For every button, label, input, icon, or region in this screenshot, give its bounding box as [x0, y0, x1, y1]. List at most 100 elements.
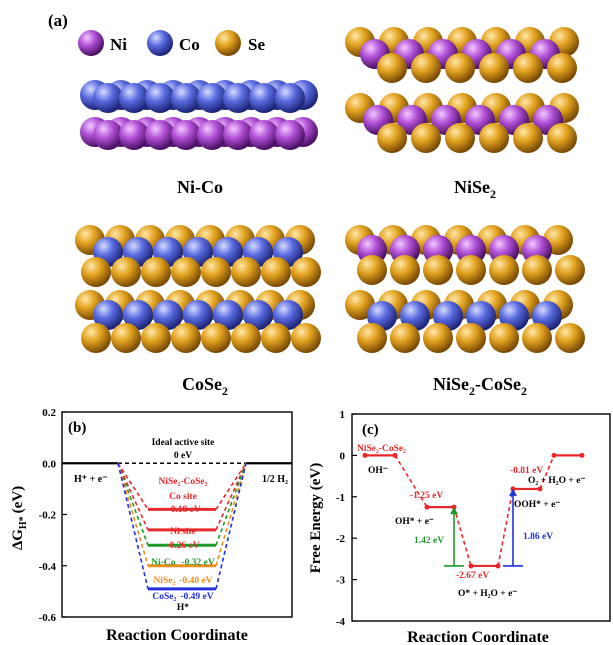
panel-b-annotations: NiSe₂-CoSe₂ Co site −0.18 eV Ni site -0.… — [151, 477, 215, 602]
se-atom — [377, 53, 407, 83]
panel-b-end-label: 1/2 H₂ — [262, 474, 288, 485]
annot-co-site-value: −0.18 eV — [165, 505, 201, 515]
annot-co-site: Co site — [169, 492, 197, 502]
y-tick-label: 0 — [340, 450, 346, 462]
structure-cose2 — [75, 225, 321, 353]
se-atom — [411, 53, 441, 83]
series-left-connector — [117, 462, 149, 510]
y-tick-label: 0.2 — [42, 407, 56, 419]
co-atom — [93, 83, 123, 113]
se-atom — [377, 123, 407, 153]
panel-b-mid-label: H* — [177, 603, 189, 613]
se-atom — [522, 323, 552, 353]
co-atom — [145, 83, 175, 113]
panel-c-y-ticks: 1 0 -1 -2 -3 -4 — [336, 409, 357, 628]
y-tick-label: -2 — [336, 533, 346, 545]
annot-nise2: NiSe₂ -0.40 eV — [153, 576, 212, 586]
se-atom — [445, 53, 475, 83]
step-marker — [579, 452, 585, 458]
y-tick-label: -3 — [336, 575, 346, 587]
ni-atom — [249, 120, 279, 150]
energy-label-oh-star: -1.25 eV — [410, 491, 443, 501]
step-connector — [453, 506, 472, 567]
series-0 — [117, 462, 247, 511]
legend-co-label: Co — [179, 35, 200, 54]
series-4 — [117, 463, 247, 591]
se-atom — [111, 257, 141, 287]
panel-c-label: (c) — [362, 422, 379, 438]
se-atom — [555, 323, 585, 353]
ni-atom — [197, 120, 227, 150]
series-1 — [117, 462, 247, 532]
panel-b-y-ticks: 0.2 0.0 -0.2 -0.4 -0.6 — [39, 407, 67, 624]
se-atom — [171, 257, 201, 287]
y-tick-label: -1 — [336, 492, 345, 504]
se-atom — [291, 323, 321, 353]
se-atom — [445, 123, 475, 153]
se-atom — [291, 257, 321, 287]
co-atom — [223, 83, 253, 113]
panel-b-x-axis-label: Reaction Coordinate — [106, 627, 248, 644]
barrier-arrow-1 — [444, 507, 464, 567]
co-atom — [273, 300, 303, 330]
series-right-connector — [215, 463, 247, 589]
structure-title-nise2-cose2: NiSe2-CoSe2 — [433, 374, 527, 398]
series-2 — [117, 462, 247, 547]
barrier-arrowhead — [509, 488, 517, 496]
co-atom — [213, 300, 243, 330]
se-atom — [489, 255, 519, 285]
panel-a-structures: (a) Ni Co Se Ni-Co NiSe2 CoSe2 NiSe2-CoS… — [48, 11, 585, 398]
panel-b-label: (b) — [68, 420, 86, 436]
series-left-connector — [117, 462, 149, 546]
panel-b-start-label: H⁺ + e⁻ — [74, 474, 107, 485]
panel-c-annotations: NiSe₂-CoSe₂ OH⁻ OH* + e⁻ O* + H₂O + e⁻ O… — [357, 444, 585, 599]
ni-atom — [119, 120, 149, 150]
step-marker — [424, 504, 430, 510]
co-atom — [123, 300, 153, 330]
co-atom — [197, 83, 227, 113]
panel-b-ideal-label: Ideal active site — [152, 438, 215, 448]
co-atom — [243, 300, 273, 330]
series-3 — [117, 463, 247, 568]
annot-ni-site: Ni site — [170, 527, 196, 537]
co-atom — [119, 83, 149, 113]
legend-se-swatch — [215, 30, 241, 56]
legend-ni-swatch — [78, 30, 104, 56]
y-tick-label: 0.0 — [42, 458, 56, 470]
step-marker — [468, 563, 474, 569]
legend-co-swatch — [147, 30, 173, 56]
legend: Ni Co Se — [78, 30, 265, 56]
panel-c-series — [362, 452, 585, 569]
panel-b-chart: 0.2 0.0 -0.2 -0.4 -0.6 (b) ΔGH*(eV) Reaction… — [10, 407, 293, 644]
se-atom — [171, 323, 201, 353]
se-atom — [231, 257, 261, 287]
co-atom — [171, 83, 201, 113]
se-atom — [81, 323, 111, 353]
structure-title-nise2: NiSe2 — [454, 177, 496, 201]
ni-atom — [145, 120, 175, 150]
series-right-connector — [215, 463, 247, 566]
ni-atom — [171, 120, 201, 150]
series-left-connector — [117, 463, 149, 589]
energy-label-ooh-star: -0.81 eV — [510, 466, 543, 476]
step-connector — [497, 488, 514, 567]
barrier-label-2: 1.86 eV — [523, 532, 553, 542]
step-marker — [362, 452, 368, 458]
se-atom — [261, 323, 291, 353]
se-atom — [547, 53, 577, 83]
step-label-oh: OH⁻ — [368, 466, 388, 476]
energy-label-o-star: -2.67 eV — [456, 571, 489, 581]
ni-atom — [223, 120, 253, 150]
panel-b-series — [62, 462, 292, 591]
se-atom — [423, 323, 453, 353]
se-atom — [555, 255, 585, 285]
step-label-o2: O₂ + H₂O + e⁻ — [528, 476, 585, 486]
step-label-o-star: O* + H₂O + e⁻ — [458, 589, 517, 599]
se-atom — [357, 323, 387, 353]
ni-atom — [275, 120, 305, 150]
se-atom — [489, 323, 519, 353]
y-tick-label: 1 — [340, 409, 346, 421]
step-marker — [451, 504, 457, 510]
series-left-connector — [117, 463, 149, 566]
se-atom — [390, 323, 420, 353]
